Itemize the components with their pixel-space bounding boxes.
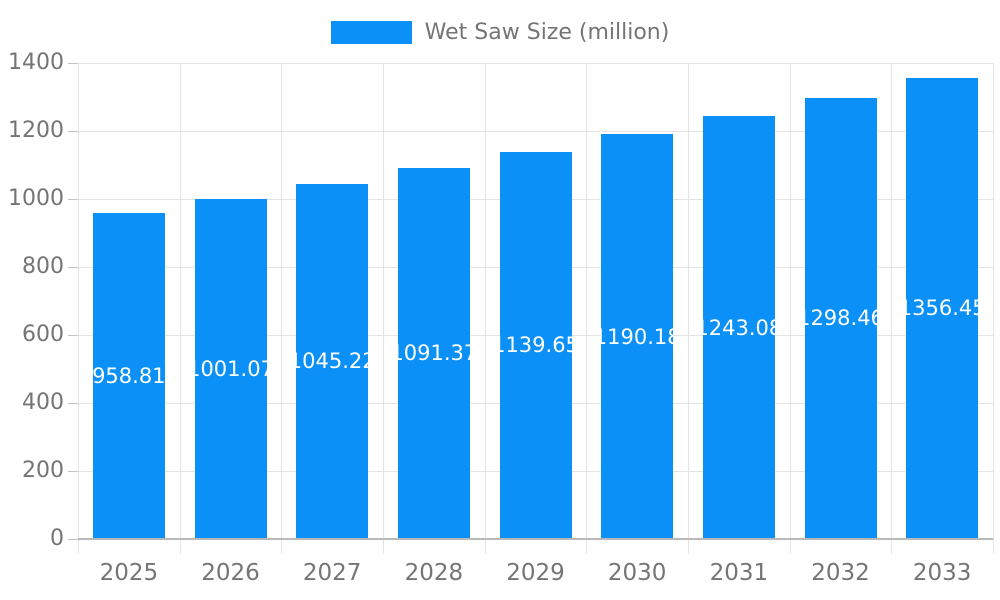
x-axis-tick-label: 2030 <box>607 560 667 586</box>
y-axis-tick-label: 400 <box>22 390 64 415</box>
gridline-vertical <box>78 63 79 554</box>
bar-2032[interactable]: 1298.46 <box>804 97 877 539</box>
y-axis-tick-label: 1200 <box>8 118 64 143</box>
legend-swatch <box>330 20 412 44</box>
y-axis-tick-label: 800 <box>22 254 64 279</box>
bar-value-label: 1298.46 <box>805 306 877 331</box>
legend-label: Wet Saw Size (million) <box>424 19 670 45</box>
gridline-vertical <box>281 63 283 554</box>
gridline-vertical <box>484 63 486 554</box>
gridline-horizontal <box>78 63 993 64</box>
y-axis-tick-label: 1400 <box>8 50 64 75</box>
bar-value-label: 958.81 <box>92 364 165 388</box>
x-axis-tick-label: 2027 <box>302 560 362 586</box>
x-axis-tick-label: 2032 <box>811 560 870 586</box>
y-axis-tick-label: 200 <box>22 458 64 483</box>
y-tick-mark <box>68 63 78 64</box>
bar-2029[interactable]: 1139.65 <box>499 151 572 539</box>
y-tick-mark <box>68 199 78 200</box>
x-axis-tick-label: 2031 <box>709 560 769 586</box>
gridline-vertical <box>586 63 588 554</box>
x-axis-tick-label: 2025 <box>99 560 159 586</box>
bar-value-label: 1091.37 <box>398 341 470 366</box>
gridline-vertical <box>688 63 689 554</box>
bar-2027[interactable]: 1045.22 <box>296 183 369 539</box>
bar-2030[interactable]: 1190.18 <box>601 134 674 539</box>
y-tick-mark <box>68 335 78 336</box>
y-axis-tick-label: 0 <box>50 526 64 551</box>
bar-value-label: 1139.65 <box>500 333 572 358</box>
y-tick-mark <box>68 471 78 472</box>
gridline-vertical <box>179 63 181 554</box>
bar-2025[interactable]: 958.81 <box>92 213 165 539</box>
x-axis-tick-label: 2033 <box>912 560 972 586</box>
y-axis-tick-label: 600 <box>22 322 64 347</box>
bar-2028[interactable]: 1091.37 <box>397 167 470 539</box>
x-axis-tick-label: 2026 <box>201 560 260 586</box>
x-axis-tick-label: 2029 <box>506 560 565 586</box>
gridline-vertical <box>383 63 384 554</box>
bar-value-label: 1045.22 <box>296 349 368 374</box>
gridline-vertical <box>993 63 994 554</box>
bar-2033[interactable]: 1356.45 <box>906 77 979 539</box>
gridline-vertical <box>891 63 893 554</box>
x-axis-tick-label: 2028 <box>404 560 464 586</box>
y-tick-mark <box>68 539 78 540</box>
legend[interactable]: Wet Saw Size (million) <box>0 14 1000 50</box>
y-tick-mark <box>68 131 78 132</box>
bar-value-label: 1356.45 <box>906 296 978 321</box>
y-tick-mark <box>68 267 78 268</box>
x-axis-line <box>78 538 993 540</box>
bar-value-label: 1190.18 <box>601 324 673 349</box>
y-tick-mark <box>68 403 78 404</box>
y-axis-tick-label: 1000 <box>8 186 64 211</box>
gridline-horizontal <box>78 131 993 132</box>
gridline-vertical <box>789 63 791 554</box>
